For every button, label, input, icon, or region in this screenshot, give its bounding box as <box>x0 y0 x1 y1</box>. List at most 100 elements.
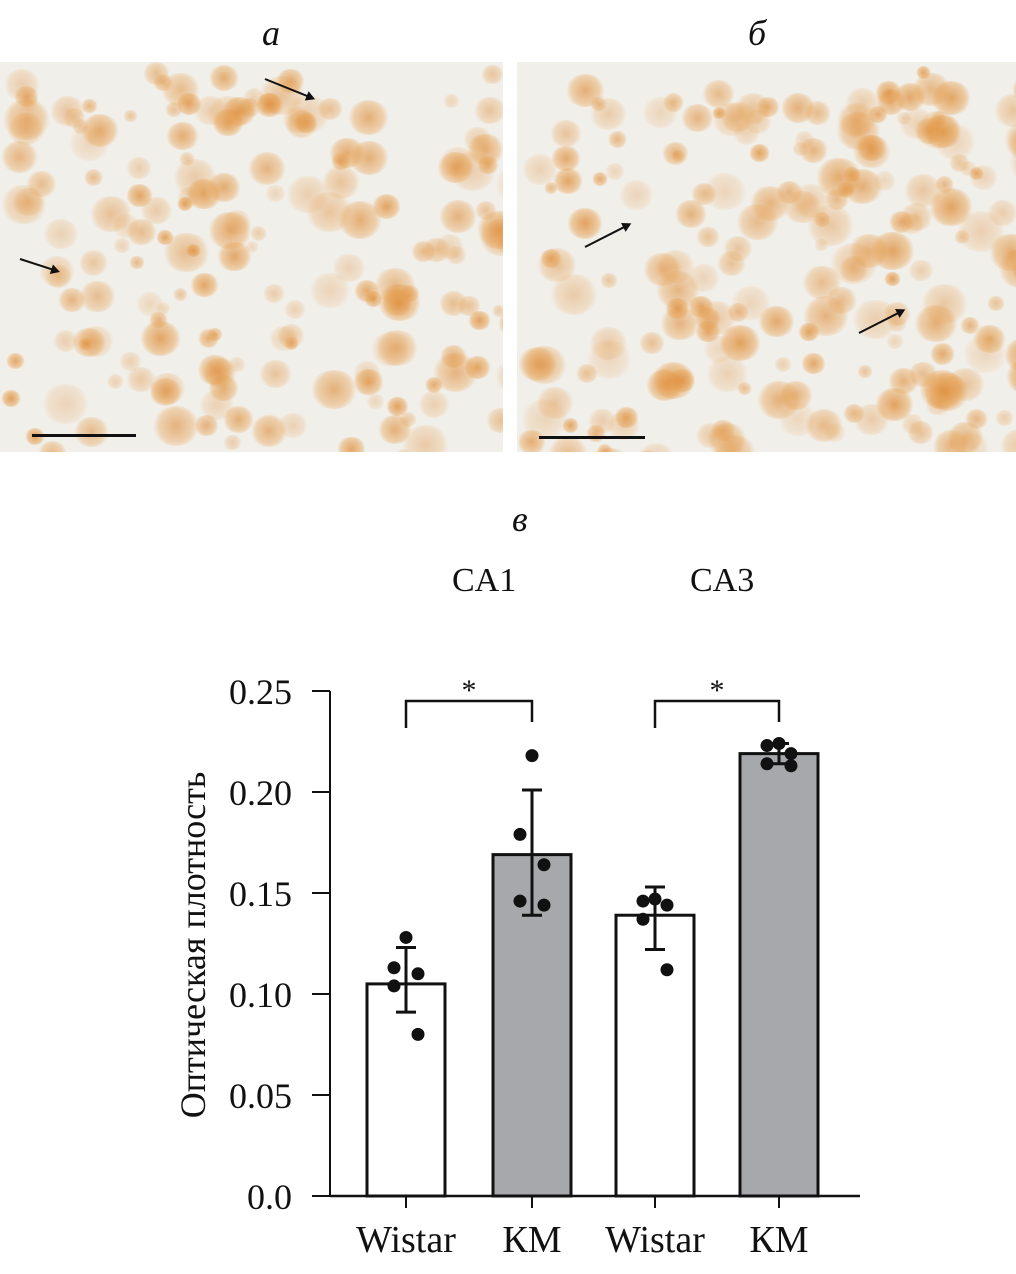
stained-cell <box>432 353 479 393</box>
stained-cell <box>317 97 343 120</box>
stained-cell <box>438 200 477 233</box>
stained-cell <box>41 384 89 425</box>
stained-cell <box>444 245 467 265</box>
stained-cell <box>732 121 761 145</box>
stained-cell <box>337 436 366 452</box>
stained-cell <box>123 109 138 122</box>
stained-cell <box>50 96 86 127</box>
stained-cell <box>790 183 832 218</box>
y-tick-label: 0.25 <box>229 672 292 712</box>
stained-cell <box>148 377 182 406</box>
stained-cell <box>888 211 914 233</box>
region-label-ca3: CA3 <box>690 562 755 599</box>
stained-cell <box>596 444 613 452</box>
data-point <box>525 749 539 763</box>
y-tick-label: 0.15 <box>229 874 292 914</box>
stained-cell <box>710 419 736 442</box>
stained-cell <box>385 396 409 417</box>
stained-cell <box>13 85 40 108</box>
stained-cell <box>206 172 241 202</box>
stained-cell <box>695 320 721 343</box>
stained-cell <box>794 131 815 149</box>
stained-cell <box>443 94 460 109</box>
stained-cell <box>492 304 503 317</box>
stained-cell <box>838 256 870 283</box>
data-point <box>387 961 401 975</box>
data-point <box>784 747 798 761</box>
stained-cell <box>551 146 581 172</box>
stained-cell <box>576 364 599 384</box>
stained-cell <box>928 188 973 226</box>
data-point <box>660 963 674 977</box>
y-tick-label: 0.10 <box>229 975 292 1015</box>
stained-cell <box>223 434 242 451</box>
stained-cell <box>221 96 256 126</box>
stained-cell <box>259 359 293 388</box>
stained-cell <box>886 334 904 349</box>
stained-cell <box>758 305 796 338</box>
stained-cell <box>925 393 951 415</box>
stained-cell <box>284 300 307 319</box>
scale-bar <box>32 434 136 437</box>
stained-cell <box>718 325 762 362</box>
stained-cell <box>166 121 199 150</box>
stained-cell <box>410 241 436 263</box>
stained-cell <box>437 151 474 183</box>
stained-cell <box>987 296 1006 312</box>
stained-cell <box>250 415 288 447</box>
stained-cell <box>366 393 385 410</box>
stained-cell <box>89 196 132 233</box>
stained-cell <box>364 291 383 308</box>
stained-cell <box>306 192 354 232</box>
stained-cell <box>592 172 609 186</box>
stained-cell <box>494 165 503 206</box>
stained-cell <box>907 420 935 445</box>
significance-label: * <box>462 674 477 707</box>
data-point <box>537 858 551 872</box>
stained-cell <box>712 103 751 136</box>
stained-cell <box>502 67 503 88</box>
stained-cell <box>841 168 884 205</box>
stained-cell <box>1011 76 1016 102</box>
stained-cell <box>245 240 260 253</box>
data-point <box>648 892 662 906</box>
stained-cell <box>321 166 360 200</box>
stained-cell <box>875 388 915 422</box>
stained-cell <box>43 219 79 250</box>
stained-cell <box>378 415 412 444</box>
stained-cell <box>756 381 801 419</box>
stained-cell <box>639 332 665 354</box>
stained-cell <box>543 181 559 194</box>
stained-cell <box>247 151 287 185</box>
stained-cell <box>589 96 607 112</box>
micrograph-a <box>0 62 503 452</box>
stained-cell <box>723 235 753 261</box>
stained-cell <box>73 416 110 448</box>
x-tick-label: КМ <box>749 1219 808 1261</box>
stained-cell <box>716 251 747 277</box>
stained-cell <box>276 324 306 349</box>
y-tick-label: 0.0 <box>247 1177 292 1217</box>
stained-cell <box>973 325 1006 353</box>
data-point <box>636 894 650 908</box>
stained-cell <box>467 310 492 331</box>
stained-cell <box>662 93 685 112</box>
stained-cell <box>884 271 902 287</box>
stained-cell <box>520 399 568 440</box>
stained-cell <box>553 168 584 194</box>
panel-label-a: а <box>262 13 280 53</box>
stained-cell <box>12 188 45 217</box>
data-point <box>784 759 798 773</box>
stained-cell <box>800 353 826 375</box>
stained-cell <box>946 367 986 401</box>
stained-cell <box>348 140 390 175</box>
stained-cell <box>995 410 1014 426</box>
stained-cell <box>636 443 676 452</box>
stained-cell <box>1 390 22 407</box>
stained-cell <box>72 119 90 134</box>
stained-cell <box>125 183 153 207</box>
stained-cell <box>969 167 985 180</box>
data-point <box>636 912 650 926</box>
stained-cell <box>668 368 696 393</box>
stained-cell <box>806 205 855 246</box>
